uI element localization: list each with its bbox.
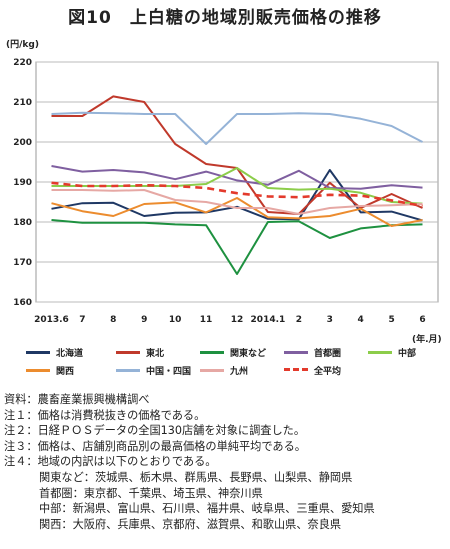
region-note-shutoken: 首都圏：東京都、千葉県、埼玉県、神奈川県 xyxy=(39,486,263,500)
series-line-3 xyxy=(51,165,423,190)
y-tick-label: 210 xyxy=(13,98,32,108)
notes-section: 資料：農畜産業振興機構調べ 注１：価格は消費税抜きの価格である。 注２：日経ＰＯ… xyxy=(4,392,450,532)
legend-label: 九州 xyxy=(230,367,249,377)
region-note-kansai: 関西：大阪府、兵庫県、京都府、滋賀県、和歌山県、奈良県 xyxy=(39,517,342,531)
note-4: 注４：地域の内訳は以下のとおりである。 xyxy=(4,455,217,469)
y-tick-label: 160 xyxy=(13,298,32,308)
legend-label: 中国・四国 xyxy=(146,367,192,377)
x-tick-label: 5 xyxy=(388,315,394,325)
x-axis-ticks: 2013.6 7 8 9 10 11 12 2014.1 2 3 4 5 6 xyxy=(34,315,426,325)
x-tick-label: 6 xyxy=(419,315,425,325)
x-tick-label: 9 xyxy=(141,315,147,325)
legend-swatch xyxy=(200,369,224,372)
x-tick-label: 7 xyxy=(79,315,85,325)
note-1: 注１：価格は消費税抜きの価格である。 xyxy=(4,408,206,422)
y-tick-label: 220 xyxy=(13,58,32,68)
note-2: 注２：日経ＰＯＳデータの全国130店舗を対象に調査した。 xyxy=(4,424,306,438)
series-line-8 xyxy=(51,181,423,208)
y-tick-label: 200 xyxy=(13,138,32,148)
legend-swatch xyxy=(116,351,140,354)
legend-label: 北海道 xyxy=(56,349,84,359)
series-line-2 xyxy=(51,219,423,275)
series-line-6 xyxy=(51,111,423,145)
y-tick-label: 170 xyxy=(13,258,32,268)
x-tick-label: 8 xyxy=(110,315,116,325)
legend-label: 東北 xyxy=(146,349,165,359)
x-tick-label: 11 xyxy=(200,315,213,325)
chart-title: 図10 上白糖の地域別販売価格の推移 xyxy=(68,8,382,28)
x-tick-label: 3 xyxy=(327,315,333,325)
legend-label: 関東など xyxy=(230,349,267,359)
x-axis-unit-label: (年.月) xyxy=(412,335,442,345)
x-tick-label: 2013.6 xyxy=(34,315,69,325)
legend-swatch xyxy=(26,351,50,354)
legend-swatch xyxy=(116,369,140,372)
y-axis-unit-label: (円/kg) xyxy=(6,40,39,50)
legend-label: 関西 xyxy=(56,367,75,377)
y-axis-ticks: 160 170 180 190 200 210 220 xyxy=(13,58,32,308)
y-tick-label: 180 xyxy=(13,218,32,228)
region-note-kanto: 関東など：茨城県、栃木県、群馬県、長野県、山梨県、静岡県 xyxy=(39,470,353,484)
series-line-0 xyxy=(51,169,423,222)
legend-swatch xyxy=(368,351,392,354)
x-tick-label: 2014.1 xyxy=(251,315,286,325)
legend-swatch xyxy=(200,351,224,354)
note-3: 注３：価格は、店舗別商品別の最高価格の単純平均である。 xyxy=(4,439,306,453)
series-line-5 xyxy=(51,197,423,227)
x-tick-label: 12 xyxy=(231,315,244,325)
legend-swatch xyxy=(284,368,308,371)
x-tick-label: 4 xyxy=(358,315,364,325)
legend-label: 中部 xyxy=(398,349,417,359)
region-note-chubu: 中部：新潟県、富山県、石川県、福井県、岐阜県、三重県、愛知県 xyxy=(39,502,375,516)
y-tick-label: 190 xyxy=(13,178,32,188)
series-lines xyxy=(51,95,423,275)
grid-lines xyxy=(35,61,439,303)
x-tick-label: 10 xyxy=(169,315,182,325)
legend-label: 全平均 xyxy=(314,367,342,377)
legend-swatch xyxy=(26,369,50,372)
legend-swatch xyxy=(284,351,308,354)
note-source: 資料：農畜産業振興機構調べ xyxy=(4,393,150,406)
legend-label: 首都圏 xyxy=(314,349,342,359)
x-tick-label: 2 xyxy=(296,315,302,325)
series-line-7 xyxy=(51,189,423,215)
